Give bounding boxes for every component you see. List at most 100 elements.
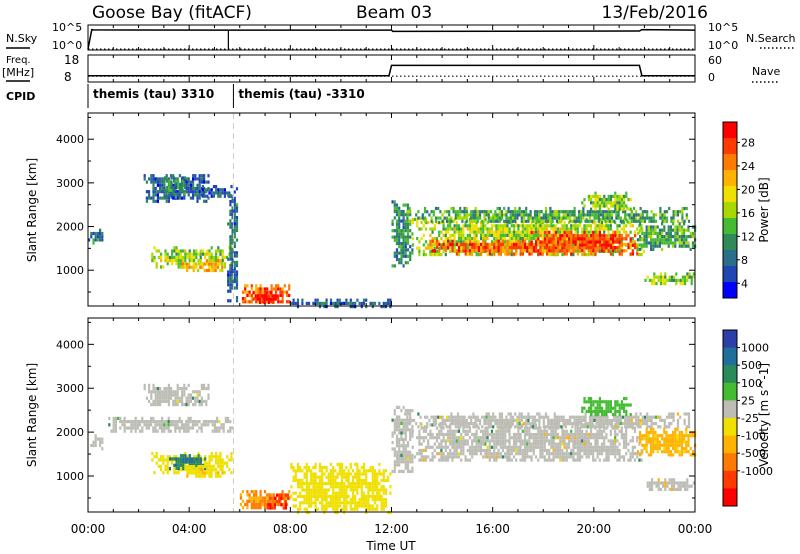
freq-label: Freq. — [6, 55, 31, 66]
power-region-8 — [252, 291, 279, 304]
power-colorbar-swatch — [723, 170, 737, 187]
freq-series — [88, 64, 695, 77]
power-region-5 — [88, 228, 104, 245]
velocity-ytick-tick-label: 4000 — [56, 338, 84, 351]
power-region-10 — [391, 200, 414, 268]
time-tick-label: 00:00 — [71, 522, 106, 536]
power-colorbar-swatch — [723, 122, 737, 139]
velocity-ytick-tick-label: 2000 — [56, 426, 84, 439]
power-colorbar-tick-label: 8 — [741, 254, 748, 267]
time-axis: 00:00 04:00 08:00 12:00 16:00 20:00 00:00 — [71, 25, 712, 536]
power-region-4 — [181, 259, 224, 273]
cpid-bar: themis (tau) 3310 themis (tau) -3310 — [87, 84, 365, 108]
power-region-17 — [581, 191, 632, 211]
velocity-region-8 — [290, 462, 392, 514]
power-colorbar-tick-label: 20 — [741, 183, 755, 196]
nsky-hi-label: 10^5 — [52, 21, 82, 34]
power-y-axis: 1000 2000 3000 4000 — [56, 116, 695, 293]
power-region-13 — [530, 230, 637, 247]
power-panel-background — [88, 113, 695, 306]
velocity-panel-background — [88, 318, 695, 512]
velocity-colorbar-swatch — [723, 400, 737, 419]
date-title: 13/Feb/2016 — [602, 3, 708, 23]
velocity-colorbar-tick-label: -25 — [741, 412, 759, 425]
power-ytick-tick-label: 1000 — [56, 264, 84, 277]
freq-lo-label: 8 — [64, 70, 72, 84]
power-region-14 — [406, 206, 691, 223]
velocity-colorbar-swatch — [723, 365, 737, 384]
power-panel: 1000 2000 3000 4000 Slant Range [km] — [25, 112, 697, 309]
power-ylabel: Slant Range [km] — [25, 158, 39, 262]
power-colorbar-tick-label: 4 — [741, 277, 748, 290]
nave-label: Nave — [752, 65, 780, 78]
power-colorbar-swatch — [723, 154, 737, 171]
velocity-colorbar-tick-label: -500 — [741, 447, 766, 460]
power-colorbar-tick-label: 24 — [741, 160, 755, 173]
velocity-region-1 — [108, 416, 234, 433]
power-colorbar-swatch — [723, 202, 737, 219]
nsearch-lo-label: 10^0 — [708, 39, 738, 52]
velocity-y-axis: 1000 2000 3000 4000 — [56, 321, 695, 499]
power-ytick-tick-label: 4000 — [56, 133, 84, 146]
cpid-label-0: themis (tau) 3310 — [93, 87, 214, 101]
nave-hi-label: 60 — [708, 54, 722, 67]
power-ytick-tick-label: 3000 — [56, 177, 84, 190]
velocity-ytick-tick-label: 1000 — [56, 470, 84, 483]
time-axis-title: Time UT — [365, 539, 416, 553]
velocity-ylabel: Slant Range [km] — [25, 363, 39, 467]
power-colorbar-swatch — [723, 266, 737, 283]
power-region-9 — [290, 298, 392, 309]
time-tick-label: 04:00 — [172, 522, 207, 536]
velocity-region-13 — [636, 427, 697, 457]
nsearch-hi-label: 10^5 — [708, 21, 738, 34]
velocity-colorbar-swatch — [723, 470, 737, 489]
velocity-colorbar-swatch — [723, 382, 737, 401]
velocity-region-7 — [267, 493, 290, 510]
beam-title: Beam 03 — [356, 3, 432, 23]
power-heatmap — [88, 113, 697, 309]
power-colorbar-swatch — [723, 282, 737, 299]
nsearch-label: N.Search — [746, 32, 796, 45]
power-colorbar-frame — [722, 121, 738, 299]
power-colorbar-swatch — [723, 218, 737, 235]
power-colorbar-swatch — [723, 234, 737, 251]
velocity-region-4 — [186, 465, 224, 478]
time-tick-label: 16:00 — [475, 522, 510, 536]
power-colorbar-tick-label: 28 — [741, 136, 755, 149]
freq-hi-label: 18 — [64, 53, 79, 67]
velocity-colorbar-swatch — [723, 435, 737, 454]
power-colorbar-swatch — [723, 250, 737, 267]
nsky-label: N.Sky — [6, 32, 38, 45]
velocity-colorbar-tick-label: 500 — [741, 359, 762, 372]
velocity-colorbar-tick-label: 1000 — [741, 342, 769, 355]
power-ytick-tick-label: 2000 — [56, 221, 84, 234]
velocity-colorbar-title: Velocity [m s^-1] — [757, 363, 771, 467]
velocity-colorbar: 1000 500 100 25 -25 -100 -500 -1000 — [722, 329, 773, 507]
cpid-label: CPID — [6, 90, 35, 103]
velocity-ytick-tick-label: 3000 — [56, 382, 84, 395]
cpid-label-1: themis (tau) -3310 — [238, 87, 364, 101]
power-colorbar-swatch — [723, 186, 737, 203]
power-colorbar-tick-label: 12 — [741, 230, 755, 243]
time-tick-label: 08:00 — [273, 522, 308, 536]
velocity-colorbar-tick-label: 100 — [741, 377, 762, 390]
site-title: Goose Bay (fitACF) — [92, 3, 252, 23]
nave-lo-label: 0 — [708, 71, 715, 84]
time-tick-label: 20:00 — [577, 522, 612, 536]
freq-unit-label: [MHz] — [2, 66, 34, 79]
power-region-1 — [163, 176, 186, 199]
power-colorbar-title: Power [dB] — [757, 177, 771, 242]
power-colorbar: 28 24 20 16 12 8 4 — [722, 121, 755, 299]
velocity-colorbar-swatch — [723, 453, 737, 472]
velocity-colorbar-swatch — [723, 347, 737, 366]
power-region-6 — [227, 187, 239, 303]
power-colorbar-swatch — [723, 138, 737, 155]
velocity-colorbar-title-text: Velocity [m s^-1] — [757, 363, 771, 467]
velocity-panel: 1000 2000 3000 4000 Slant Range [km] — [25, 317, 697, 514]
velocity-colorbar-swatch — [723, 418, 737, 437]
velocity-region-0 — [143, 383, 210, 407]
velocity-colorbar-tick-label: -1000 — [741, 465, 773, 478]
velocity-colorbar-swatch — [723, 488, 737, 507]
velocity-region-14 — [646, 478, 695, 491]
